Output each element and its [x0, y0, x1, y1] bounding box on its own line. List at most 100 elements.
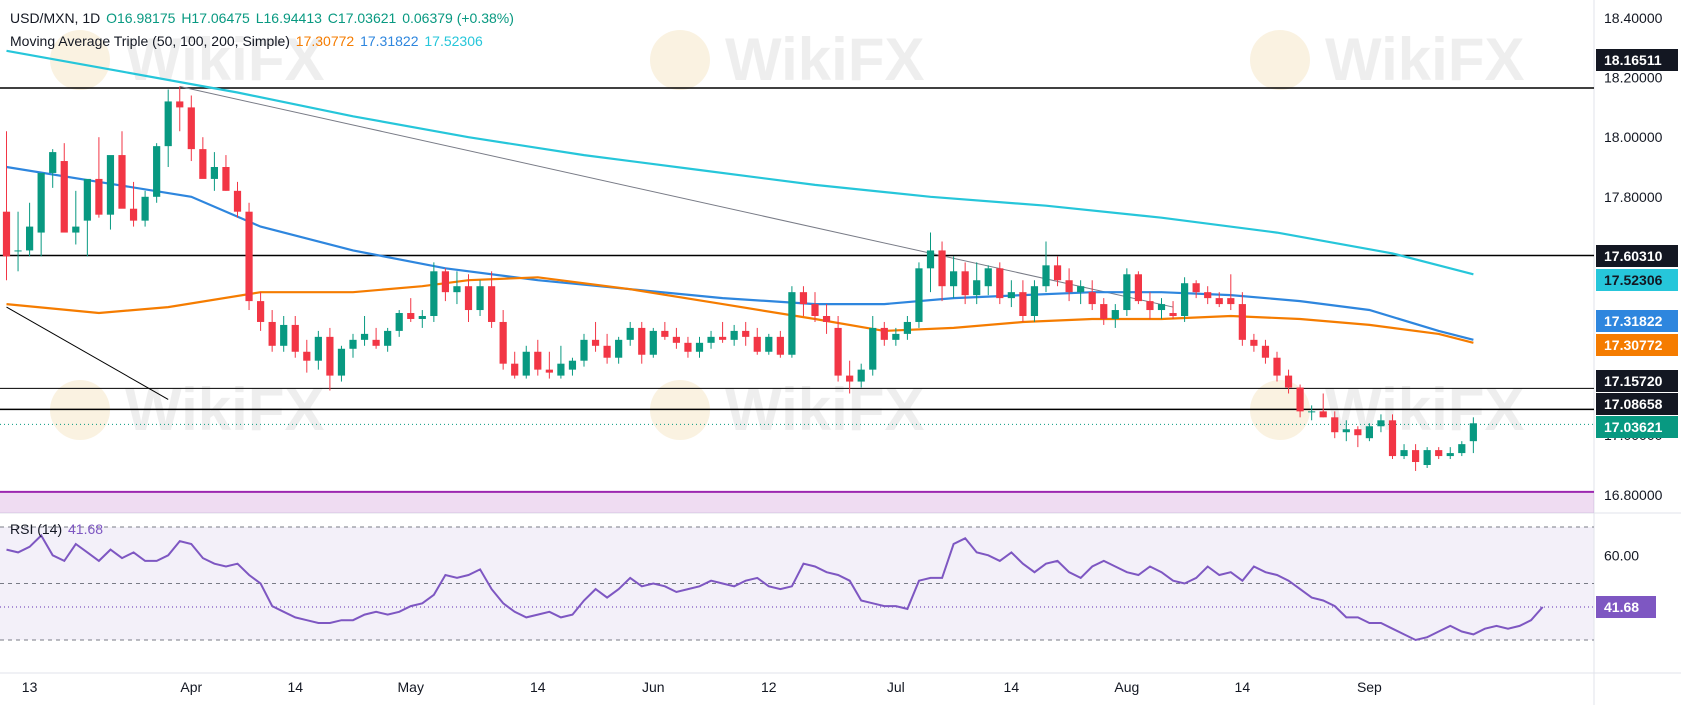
candle-down [464, 286, 473, 311]
price-tag-label: 17.30772 [1604, 337, 1663, 353]
price-tick-label: 16.80000 [1604, 487, 1663, 503]
candle-down [222, 167, 230, 191]
candle-up [384, 330, 392, 346]
price-tag-level [1596, 393, 1678, 415]
candlesticks [2, 86, 1477, 471]
candle-down [199, 149, 207, 179]
ma50-value: 17.30772 [295, 33, 355, 49]
candle-down [1296, 387, 1304, 412]
candle-down [1273, 357, 1281, 376]
candle-down [638, 327, 646, 355]
candle-up [973, 280, 981, 296]
ma-legend[interactable]: Moving Average Triple (50, 100, 200, Sim… [10, 33, 485, 49]
candle-up [649, 330, 657, 355]
price-tag-level [1596, 49, 1678, 71]
candle-down [961, 271, 969, 296]
time-tick-label: Apr [180, 679, 202, 695]
candle-up [926, 250, 935, 269]
candle-down [291, 324, 299, 352]
support-zone [0, 491, 1594, 513]
candle-down [822, 316, 831, 322]
candle-down [753, 336, 761, 352]
candle-up [915, 268, 923, 322]
candle-up [360, 333, 369, 340]
candle-up [1111, 310, 1119, 319]
candle-down [591, 339, 600, 346]
candle-down [1192, 283, 1200, 293]
candle-down [441, 271, 449, 293]
candle-up [626, 327, 634, 340]
price-tag-level [1596, 370, 1678, 392]
ma100-line [6, 165, 1474, 341]
candle-up [557, 363, 565, 376]
price-tag-label: 17.52306 [1604, 272, 1663, 288]
rsi-legend[interactable]: RSI (14) 41.68 [10, 521, 105, 537]
watermark-text: WikiFX [125, 26, 324, 93]
candle-up [580, 339, 588, 361]
watermark-text: WikiFX [725, 26, 924, 93]
time-tick-label: Jun [642, 679, 665, 695]
candle-down [499, 321, 507, 364]
candle-down [799, 292, 808, 305]
candle-down [268, 321, 276, 346]
candle-up [14, 250, 22, 252]
candle-down [1284, 375, 1293, 388]
candle-up [892, 333, 900, 340]
candle-down [834, 327, 842, 376]
candle-up [26, 226, 34, 251]
price-tag-level [1596, 245, 1678, 267]
candle-down [95, 178, 103, 215]
time-tick-label: 12 [761, 679, 777, 695]
candle-down [1227, 298, 1235, 305]
candle-up [106, 155, 115, 215]
time-axis[interactable]: 13 Apr 14 May 14 Jun 12 Jul 14 Aug 14 Sep [22, 679, 1382, 695]
price-tag-label: 17.15720 [1604, 373, 1663, 389]
candle-up [153, 146, 161, 197]
ma200-value: 17.52306 [424, 33, 483, 49]
candle-up [765, 336, 773, 352]
candle-down [1088, 292, 1096, 305]
price-tick-label: 17.80000 [1604, 189, 1663, 205]
price-tag-label: 17.03621 [1604, 419, 1663, 435]
candle-down [511, 363, 519, 376]
candle-up [141, 196, 149, 221]
horizontal-levels [0, 87, 1594, 425]
candle-down [245, 211, 253, 302]
rsi-tick-label: 60.00 [1604, 547, 1639, 563]
candle-up [788, 292, 796, 355]
price-tag-label: 17.60310 [1604, 248, 1663, 264]
watermark-logo-icon [650, 30, 710, 90]
candle-up [1007, 292, 1015, 299]
candle-down [719, 336, 727, 340]
candle-down [1169, 313, 1177, 316]
candle-up [615, 339, 623, 358]
candle-down [1261, 345, 1270, 358]
price-tags: 18.16511 17.60310 17.52306 17.31822 17.30772… [1596, 49, 1678, 619]
candle-down [776, 336, 784, 355]
candle-down [257, 301, 265, 322]
candle-down [303, 351, 311, 361]
low-value: L16.94413 [255, 10, 322, 26]
candle-up [1123, 274, 1131, 311]
candle-down [187, 107, 195, 150]
candle-up [984, 268, 992, 287]
candle-down [880, 327, 888, 340]
rsi-legend-value: 41.68 [68, 521, 104, 537]
time-tick-label: Sep [1357, 679, 1382, 695]
candle-up [1423, 450, 1431, 465]
trendline [179, 86, 1174, 308]
candle-down [1146, 301, 1154, 311]
candle-down [2, 211, 11, 257]
candle-up [453, 286, 461, 293]
time-tick-label: 14 [1004, 679, 1020, 695]
candle-up [430, 271, 438, 316]
candle-up [83, 178, 91, 221]
ma100-value: 17.31822 [360, 33, 419, 49]
symbol-label: USD/MXN, 1D [10, 10, 101, 26]
candle-down [742, 330, 750, 337]
candle-up [903, 321, 911, 334]
candle-up [1377, 420, 1385, 427]
